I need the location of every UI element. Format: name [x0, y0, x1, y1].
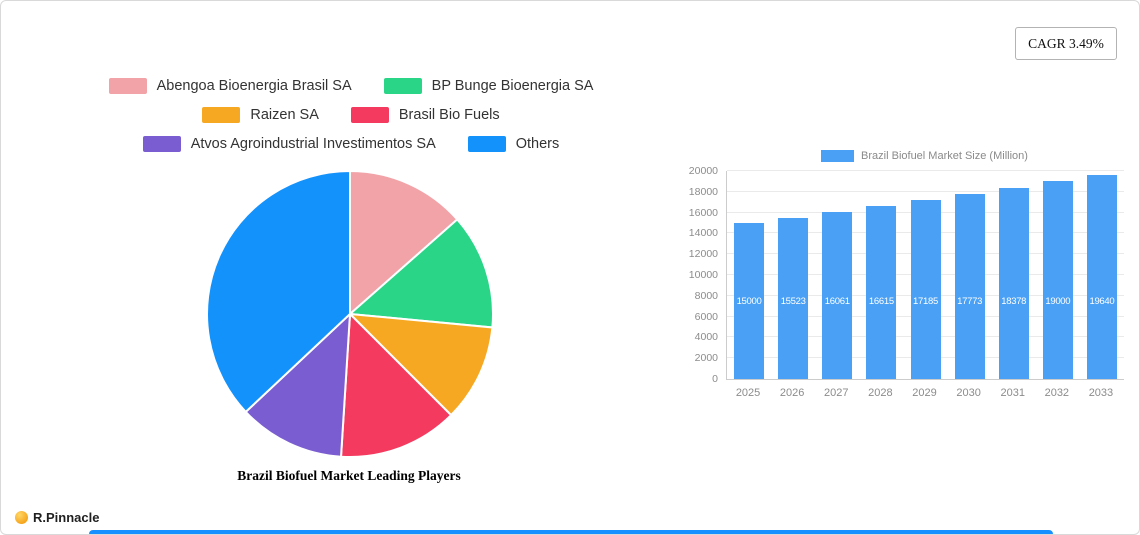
- y-tick-label: 18000: [688, 185, 718, 198]
- x-tick-label: 2033: [1088, 387, 1114, 399]
- pie-slice[interactable]: [244, 311, 352, 458]
- legend-label: Brasil Bio Fuels: [398, 107, 500, 123]
- x-tick-label: 2032: [1044, 387, 1070, 399]
- pie-slice[interactable]: [206, 169, 351, 414]
- legend-item[interactable]: Others: [467, 134, 560, 154]
- y-tick-label: 4000: [694, 331, 718, 344]
- legend-label: Atvos Agroindustrial Investimentos SA: [190, 136, 436, 152]
- brand-name: R.Pinnacle: [33, 510, 100, 525]
- bar-y-axis: 0 2000 4000 6000 8000 10000 12000 14000 16000 180…: [676, 165, 720, 385]
- brand-logo: R.Pinnacle: [15, 510, 99, 525]
- bar-value-label: 17773: [957, 296, 983, 307]
- legend-swatch: [142, 136, 181, 152]
- gridline: [727, 190, 1124, 192]
- y-tick-label: 20000: [688, 165, 718, 177]
- y-tick-label: 2000: [694, 352, 718, 365]
- x-tick-label: 2030: [956, 387, 981, 399]
- x-tick-label: 2029: [912, 387, 937, 399]
- pie-chart: [204, 168, 496, 460]
- legend-item[interactable]: BP Bunge Bioenergia SA: [383, 76, 594, 96]
- bar-legend-swatch: [821, 150, 855, 162]
- bar-value-label: 17185: [913, 296, 938, 307]
- bar-value-label: 16615: [868, 296, 894, 307]
- bar[interactable]: 15000: [734, 223, 765, 379]
- bar-value-label: 15523: [780, 296, 806, 307]
- bar-legend-item[interactable]: Brazil Biofuel Market Size (Million): [726, 150, 1123, 162]
- bottom-accent-bar: [89, 530, 1053, 534]
- bar-value-label: 19640: [1089, 296, 1115, 307]
- legend-swatch: [108, 78, 147, 94]
- bar[interactable]: 17773: [954, 194, 985, 379]
- x-tick-label: 2031: [1000, 387, 1025, 399]
- legend-item[interactable]: Abengoa Bioenergia Brasil SA: [108, 76, 352, 96]
- gridline: [727, 170, 1124, 171]
- legend-label: Abengoa Bioenergia Brasil SA: [156, 78, 352, 94]
- y-tick-label: 6000: [694, 310, 718, 323]
- x-tick-label: 2025: [735, 387, 761, 399]
- legend-swatch: [350, 107, 389, 123]
- legend-swatch: [467, 136, 506, 152]
- bar[interactable]: 17185: [910, 200, 941, 379]
- pie-slice[interactable]: [339, 311, 453, 459]
- y-tick-label: 0: [712, 373, 718, 385]
- legend-item[interactable]: Brasil Bio Fuels: [350, 105, 500, 125]
- legend-item[interactable]: Raizen SA: [202, 105, 319, 125]
- y-tick-label: 16000: [688, 206, 718, 219]
- pie-slice[interactable]: [349, 169, 459, 317]
- pie-svg: [206, 169, 494, 459]
- y-tick-label: 10000: [688, 269, 718, 281]
- pie-chart-title: Brazil Biofuel Market Leading Players: [237, 468, 461, 483]
- bar[interactable]: 19640: [1086, 174, 1117, 379]
- pie-slice[interactable]: [347, 218, 494, 329]
- bar-legend-label: Brazil Biofuel Market Size (Million): [861, 150, 1028, 162]
- bar-x-axis: 2025 2026 2027 2028 2029 2030 2031 2032 2033: [726, 387, 1123, 405]
- bar-value-label: 19000: [1045, 296, 1071, 307]
- bar-chart: Brazil Biofuel Market Size (Million) 0 20…: [676, 149, 1136, 411]
- bar-value-label: 16061: [824, 296, 850, 307]
- bar-value-label: 18378: [1001, 296, 1027, 307]
- bar[interactable]: 18378: [998, 187, 1029, 379]
- bar[interactable]: 16061: [822, 211, 853, 379]
- cagr-label: CAGR 3.49%: [1028, 35, 1104, 51]
- bar[interactable]: 15523: [778, 217, 809, 379]
- legend-label: BP Bunge Bioenergia SA: [431, 78, 594, 94]
- cagr-badge: CAGR 3.49%: [1015, 27, 1117, 60]
- y-tick-label: 14000: [688, 227, 718, 240]
- legend-item[interactable]: Atvos Agroindustrial Investimentos SA: [142, 134, 436, 154]
- bar-plot-area: 15000 15523 16061 16615 17185 17773 18378 19000…: [726, 170, 1124, 380]
- pinnacle-logo-icon: [15, 511, 28, 524]
- bar[interactable]: 16615: [866, 206, 897, 379]
- y-tick-label: 12000: [688, 248, 718, 261]
- legend-label: Raizen SA: [250, 107, 319, 123]
- x-tick-label: 2026: [779, 387, 805, 399]
- legend-swatch: [383, 78, 422, 94]
- y-tick-label: 8000: [694, 289, 718, 302]
- legend-swatch: [202, 107, 241, 123]
- legend-label: Others: [515, 136, 560, 152]
- x-tick-label: 2028: [868, 387, 893, 399]
- x-tick-label: 2027: [824, 387, 849, 399]
- bar[interactable]: 19000: [1042, 181, 1073, 379]
- pie-slice[interactable]: [347, 312, 494, 417]
- bar-value-label: 15000: [736, 296, 762, 307]
- pie-legend: Abengoa Bioenergia Brasil SA BP Bunge Bio…: [46, 76, 656, 154]
